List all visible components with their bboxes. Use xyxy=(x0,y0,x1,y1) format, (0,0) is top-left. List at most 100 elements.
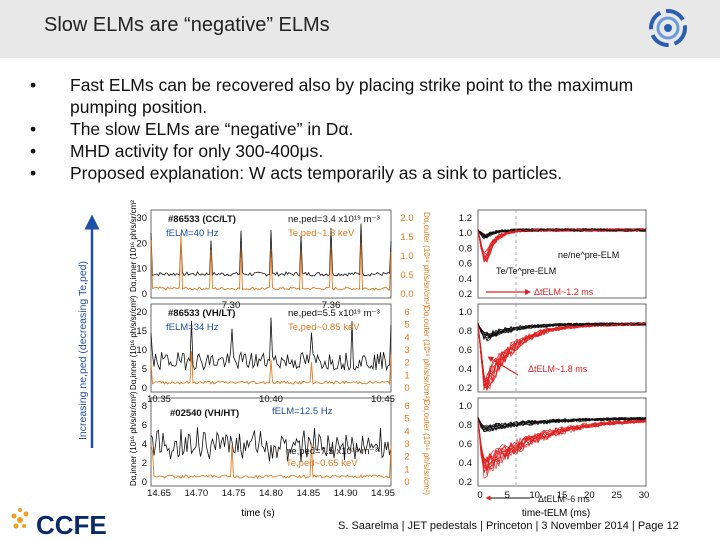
right-tick-label: 1.5 xyxy=(400,232,413,243)
panel3-shot: #02540 (VH/HT) xyxy=(170,408,239,419)
norm-tick-label: 1.0 xyxy=(459,307,472,318)
time-tick-label: 10.45 xyxy=(371,394,395,405)
norm-tick-label: 0.8 xyxy=(459,243,472,254)
panel3-right-ylabel: Dα,outer (10¹⁶ ph/s/sr/cm²) xyxy=(422,400,431,495)
annot-dt-1: ΔtELM~1.2 ms xyxy=(534,287,594,297)
slide-title: Slow ELMs are “negative” ELMs xyxy=(44,14,330,36)
time-tick-label: 10.40 xyxy=(259,394,283,405)
norm-x-tick-label: 10 xyxy=(529,490,540,501)
norm-tick-label: 1.2 xyxy=(459,213,472,224)
time-tick-label: 10.35 xyxy=(147,394,171,405)
left-tick-label: 2 xyxy=(142,458,147,469)
time-tick-label: 14.65 xyxy=(147,488,171,499)
norm-tick-label: 0.4 xyxy=(459,364,472,375)
annot-norm: ne/ne^pre-ELM xyxy=(558,250,619,260)
vertical-label: Increasing ne,ped (decreasing Te,ped) xyxy=(78,261,89,440)
left-tick-label: 0 xyxy=(142,477,147,488)
norm-tick-label: 0.8 xyxy=(459,326,472,337)
logo-icon xyxy=(649,9,687,47)
panel3-left-ylabel: Dα,inner (10¹⁶ ph/s/sr/cm²) xyxy=(129,391,138,486)
right-tick-label: 0.5 xyxy=(400,270,413,281)
panel2-shot: #86533 (VH/LT) xyxy=(168,308,235,319)
norm-panel-frame xyxy=(477,303,647,393)
annot-dt-2: ΔtELM~1.8 ms xyxy=(528,364,588,374)
time-tick-label: 7.30 xyxy=(222,300,241,311)
time-tick-label: 7.36 xyxy=(322,300,341,311)
norm-tick-label: 0.8 xyxy=(459,420,472,431)
left-tick-label: 5 xyxy=(142,364,147,375)
slide-header: Slow ELMs are “negative” ELMs xyxy=(0,0,720,58)
right-tick-label: 2 xyxy=(404,358,409,369)
time-tick-label: 14.70 xyxy=(184,488,208,499)
norm-panel-frame xyxy=(477,209,647,299)
normalized-ne-curve xyxy=(477,417,647,430)
normalized-te-curve xyxy=(477,228,647,260)
ccfe-logo-icon: CCFE xyxy=(11,508,107,538)
norm-tick-label: 0.6 xyxy=(459,345,472,356)
right-tick-label: 2 xyxy=(404,452,409,463)
time-tick-label: 14.85 xyxy=(296,488,320,499)
right-tick-label: 0.0 xyxy=(400,289,413,300)
x-label-left: time (s) xyxy=(241,508,274,519)
left-tick-label: 0 xyxy=(142,383,147,394)
panel2-freq: fELM=34 Hz xyxy=(166,322,219,333)
left-tick-label: 10 xyxy=(136,264,147,275)
outer-trace xyxy=(150,232,392,291)
outer-trace xyxy=(150,351,392,386)
bullet-list: Fast ELMs can be recovered also by placi… xyxy=(28,74,688,184)
norm-tick-label: 0.2 xyxy=(459,383,472,394)
norm-panel-frame xyxy=(477,397,647,487)
right-tick-label: 0 xyxy=(404,383,409,394)
norm-x-tick-label: 20 xyxy=(584,490,595,501)
left-tick-label: 15 xyxy=(136,326,147,337)
bullet-item: MHD activity for only 300-400μs. xyxy=(28,140,688,162)
x-label-right: time-tELM (ms) xyxy=(522,508,590,519)
bullet-item: Fast ELMs can be recovered also by placi… xyxy=(28,74,688,118)
norm-tick-label: 0.2 xyxy=(459,477,472,488)
panel-frame xyxy=(150,397,392,487)
normalized-ne-curve xyxy=(477,417,647,432)
inner-trace xyxy=(150,317,392,372)
norm-tick-label: 0.6 xyxy=(459,439,472,450)
panel3-te: Te,ped~0.65 keV xyxy=(286,458,358,469)
time-tick-label: 14.95 xyxy=(371,488,395,499)
normalized-te-curve xyxy=(477,228,647,254)
panel2-left-ylabel: Dα,inner (10¹⁶ ph/s/sr/cm²) xyxy=(129,295,138,390)
panel2-te: Te,ped~0.85 keV xyxy=(288,322,360,333)
panel1-shot: #86533 (CC/LT) xyxy=(168,214,236,225)
annot-dt-3: ΔtELM~6 ms xyxy=(538,494,590,504)
bullet-item: Proposed explanation: W acts temporarily… xyxy=(28,162,688,184)
left-tick-label: 10 xyxy=(136,345,147,356)
norm-tick-label: 1.0 xyxy=(459,401,472,412)
norm-tick-label: 0.2 xyxy=(459,289,472,300)
normalized-te-curve xyxy=(477,322,647,389)
right-tick-label: 5 xyxy=(404,414,409,425)
time-tick-label: 14.75 xyxy=(222,488,246,499)
normalized-te-curve xyxy=(477,419,647,471)
panel1-ne: ne,ped=3.4 x10¹⁹ m⁻³ xyxy=(288,214,380,225)
left-tick-label: 0 xyxy=(142,289,147,300)
time-tick-label: 14.90 xyxy=(334,488,358,499)
norm-tick-label: 0.4 xyxy=(459,274,472,285)
time-tick-label: 14.80 xyxy=(259,488,283,499)
norm-x-tick-label: 5 xyxy=(505,490,510,501)
left-tick-label: 6 xyxy=(142,420,147,431)
normalized-ne-curve xyxy=(477,228,647,239)
right-tick-label: 6 xyxy=(404,401,409,412)
right-tick-label: 1 xyxy=(404,464,409,475)
panel1-freq: fELM=40 Hz xyxy=(166,228,219,239)
right-tick-label: 3 xyxy=(404,439,409,450)
left-tick-label: 20 xyxy=(136,307,147,318)
annot-te: Te/Te^pre-ELM xyxy=(496,266,556,276)
right-tick-label: 0 xyxy=(404,477,409,488)
normalized-panels xyxy=(477,209,647,487)
right-tick-label: 1 xyxy=(404,370,409,381)
right-tick-label: 1.0 xyxy=(400,251,413,262)
footer-text: S. Saarelma | JET pedestals | Princeton … xyxy=(338,520,679,532)
normalized-ne-curve xyxy=(477,322,647,339)
panel1-left-ylabel: Dα,inner (10¹⁶ ph/s/sr/cm²) xyxy=(129,200,138,292)
inner-trace xyxy=(150,223,392,277)
norm-x-tick-label: 25 xyxy=(611,490,622,501)
panel2-ne: ne,ped=5.5 x10¹⁹ m⁻³ xyxy=(288,308,380,319)
dt-arrow-icon xyxy=(487,356,519,376)
